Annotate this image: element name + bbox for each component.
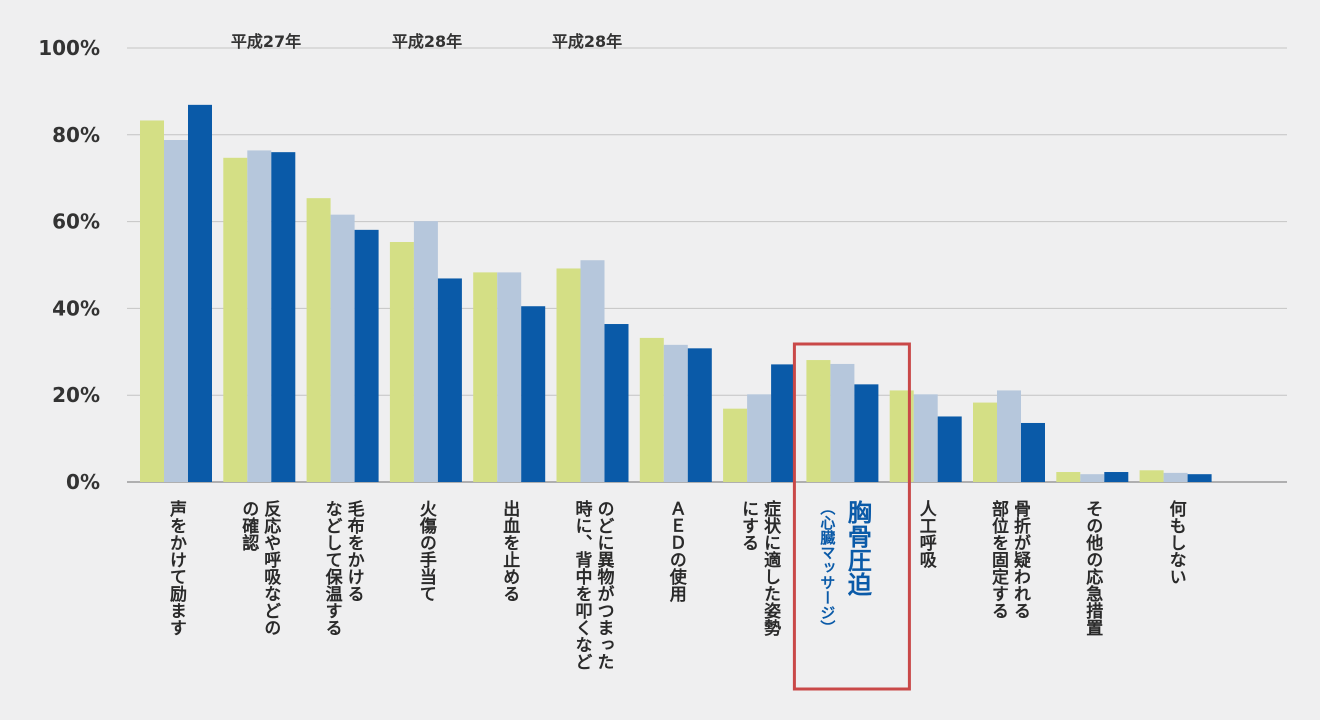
bar	[747, 394, 772, 482]
bar	[830, 363, 855, 482]
category-label: 声をかけて励ます	[166, 499, 188, 636]
bar	[771, 364, 796, 482]
category-label: 火傷の手当て	[416, 500, 438, 602]
bar	[306, 198, 331, 482]
category-label: 時に、背中を叩くなど	[572, 499, 593, 670]
bar	[1104, 472, 1129, 482]
bar	[1021, 422, 1045, 482]
category-label: 骨折が疑われる	[1010, 500, 1031, 619]
category-label: 部位を固定する	[988, 499, 1009, 619]
bar	[1163, 472, 1188, 482]
category-label: 人工呼吸	[916, 500, 937, 569]
bar	[437, 278, 462, 482]
bar	[223, 157, 248, 482]
category-label: 出血を止める	[499, 499, 520, 602]
category-label: 何もしない	[1166, 499, 1187, 585]
bar	[1056, 472, 1081, 482]
bar	[330, 214, 355, 482]
y-tick-label: 60%	[52, 210, 100, 234]
y-tick-label: 40%	[52, 296, 100, 320]
bar	[723, 408, 748, 482]
bar	[997, 390, 1021, 482]
category-label: 症状に適した姿勢	[760, 499, 781, 637]
bar	[521, 306, 546, 482]
bar	[604, 324, 629, 482]
legend-entry: 平成28年	[552, 32, 622, 51]
bar	[354, 229, 379, 482]
highlight-box	[792, 342, 911, 691]
y-tick-label: 0%	[66, 470, 100, 494]
bar	[1080, 474, 1105, 482]
category-label: 反応や呼吸などの	[260, 500, 281, 636]
bar	[1187, 474, 1212, 482]
category-label: その他の応急措置	[1082, 500, 1104, 636]
bar	[247, 150, 272, 482]
category-label: ＡＥＤの使用	[666, 500, 688, 603]
legend-entry: 平成28年	[392, 32, 462, 51]
bar	[389, 241, 414, 482]
bar	[473, 272, 498, 482]
category-label: のどに異物がつまった	[594, 500, 615, 670]
category-label: などして保温する	[322, 500, 344, 636]
bar	[556, 268, 581, 482]
category-label: にする	[738, 500, 758, 551]
bar	[164, 140, 188, 482]
bar	[188, 104, 212, 482]
bar	[937, 416, 962, 482]
bar	[639, 337, 664, 482]
bar	[497, 272, 522, 482]
bar	[413, 221, 438, 482]
legend-entry: 平成27年	[231, 32, 301, 51]
bar	[271, 152, 296, 482]
bar	[663, 344, 688, 482]
bar	[854, 384, 879, 482]
bar	[140, 120, 164, 482]
bar	[687, 348, 712, 482]
y-tick-label: 80%	[52, 123, 100, 147]
category-label: 胸骨圧迫	[843, 500, 871, 597]
bar	[580, 260, 605, 482]
bar	[806, 360, 831, 482]
category-label: （心臓マッサージ）	[818, 500, 836, 635]
y-tick-label: 20%	[52, 383, 100, 407]
bar	[1139, 470, 1164, 482]
category-label: の確認	[238, 500, 258, 552]
bar	[973, 402, 997, 482]
bar	[913, 394, 938, 482]
category-label: 毛布をかける	[344, 499, 365, 602]
y-tick-label: 100%	[38, 36, 100, 60]
